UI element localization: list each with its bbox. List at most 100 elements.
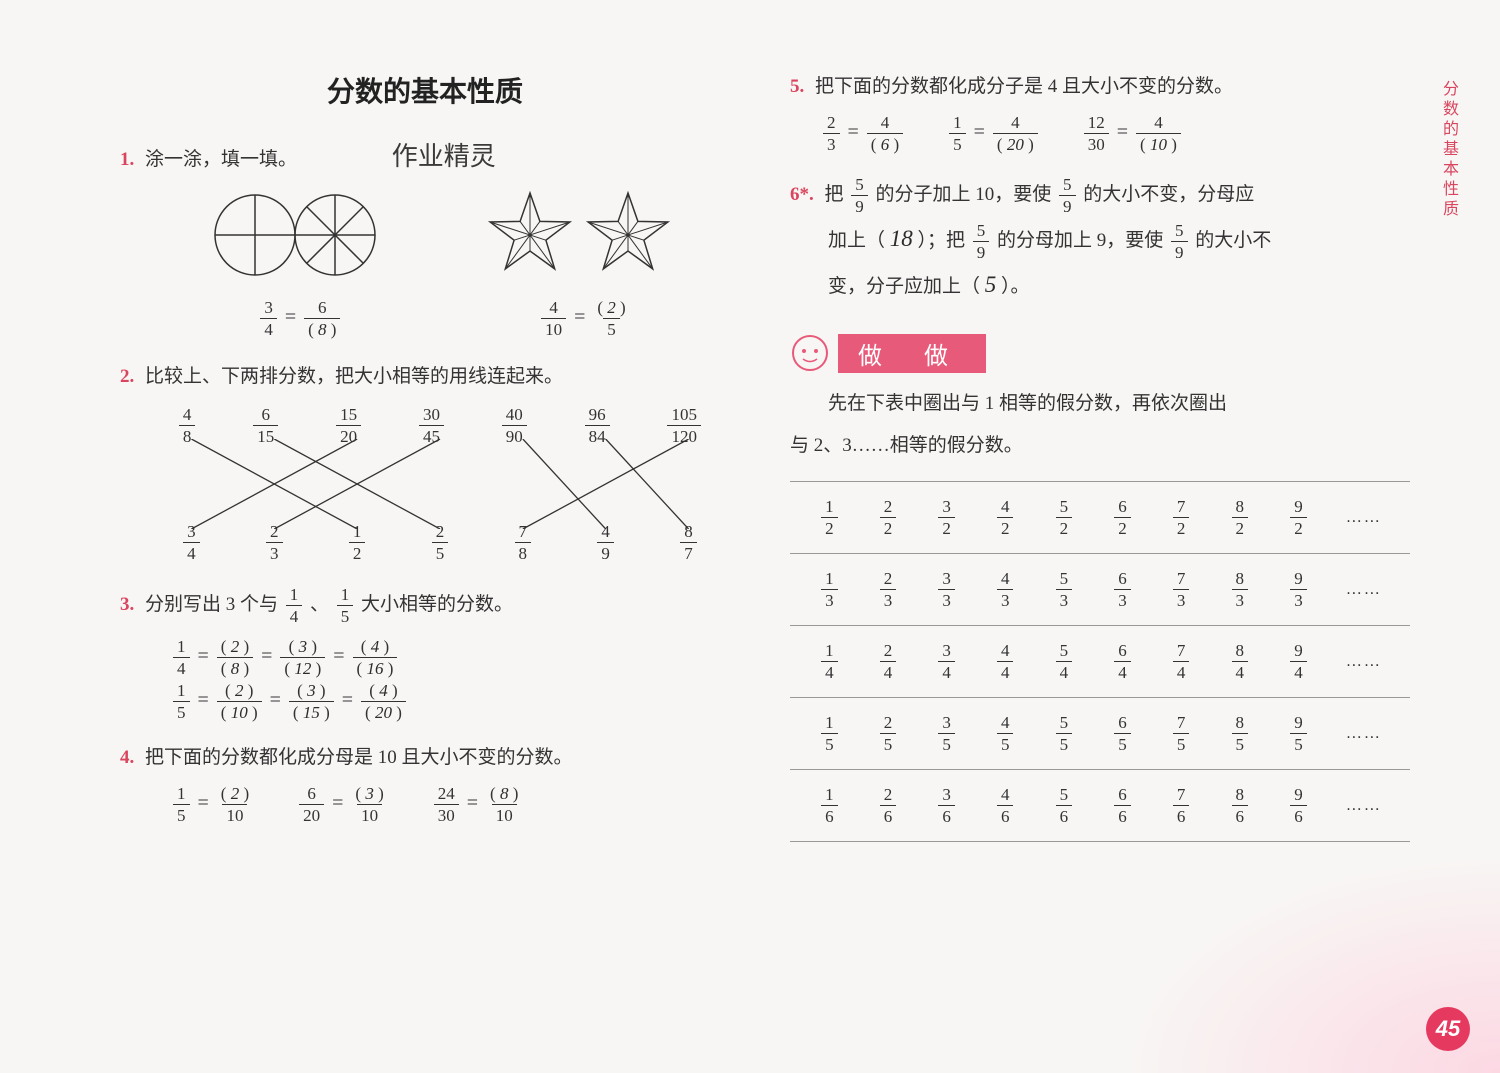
table-frac: 55 — [1053, 712, 1076, 755]
table-frac: 35 — [935, 712, 958, 755]
q6-p2c: 的分母加上 9，要使 — [997, 230, 1163, 251]
table-frac: 45 — [994, 712, 1017, 755]
table-frac: 64 — [1111, 640, 1134, 683]
q2: 2. 比较上、下两排分数，把大小相等的用线连起来。 — [120, 360, 730, 394]
q5: 5. 把下面的分数都化成分子是 4 且大小不变的分数。 — [790, 70, 1410, 104]
q3-f2d: 5 — [337, 605, 354, 627]
q4-text: 把下面的分数都化成分母是 10 且大小不变的分数。 — [145, 747, 573, 768]
table-frac: 36 — [935, 784, 958, 827]
q1: 1. 涂一涂，填一填。 作业精灵 — [120, 140, 730, 177]
table-row: 142434445464748494…… — [790, 626, 1410, 698]
zuozuo-p1: 先在下表中圈出与 1 相等的假分数，再依次圈出 — [790, 387, 1410, 421]
q4: 4. 把下面的分数都化成分母是 10 且大小不变的分数。 — [120, 741, 730, 775]
q1-num: 1. — [120, 149, 134, 170]
table-frac: 26 — [877, 784, 900, 827]
table-frac: 32 — [935, 496, 958, 539]
q6-f2n: 5 — [1059, 174, 1076, 195]
q3-f2n: 1 — [337, 584, 354, 605]
q3-row: 14 = ( 2 )( 8 ) = ( 3 )( 12 ) = ( 4 )( 1… — [170, 635, 730, 679]
table-frac: 24 — [877, 640, 900, 683]
stars-icon — [480, 187, 680, 287]
q2-bot-frac: 23 — [263, 521, 286, 564]
table-frac: 23 — [877, 568, 900, 611]
table-ellipsis: …… — [1346, 581, 1382, 599]
q6-num: 6*. — [790, 184, 814, 205]
table-frac: 33 — [935, 568, 958, 611]
table-ellipsis: …… — [1346, 797, 1382, 815]
q6-p1c: 的大小不变，分母应 — [1083, 184, 1254, 205]
table-row: 122232425262728292…… — [790, 482, 1410, 554]
q2-text: 比较上、下两排分数，把大小相等的用线连起来。 — [145, 366, 563, 387]
table-frac: 96 — [1287, 784, 1310, 827]
q6-p1a: 把 — [825, 184, 844, 205]
q3-f1d: 4 — [286, 605, 303, 627]
q2-num: 2. — [120, 366, 134, 387]
table-frac: 82 — [1229, 496, 1252, 539]
table-frac: 94 — [1287, 640, 1310, 683]
q5-work: 23 = 4( 6 )15 = 4( 20 )1230 = 4( 10 ) — [820, 112, 1410, 155]
zuozuo-header: 做 做 — [790, 333, 1410, 373]
q1a-bnum: 6 — [314, 297, 331, 318]
q6-p3a: 变，分子应加上（ — [828, 276, 980, 297]
table-frac: 73 — [1170, 568, 1193, 611]
q2-match: 486151520304540909684105120 342312257849… — [150, 404, 730, 564]
table-frac: 63 — [1111, 568, 1134, 611]
table-frac: 13 — [818, 568, 841, 611]
table-frac: 42 — [994, 496, 1017, 539]
table-frac: 83 — [1229, 568, 1252, 611]
q5-text: 把下面的分数都化成分子是 4 且大小不变的分数。 — [815, 76, 1233, 97]
q1-eqB: 410 = ( 2 )5 — [538, 297, 633, 340]
q6: 6*. 把 59 的分子加上 10，要使 59 的大小不变，分母应 加上（ 18… — [790, 173, 1410, 309]
watermark-text: 作业精灵 — [392, 142, 496, 171]
q6-f3d: 9 — [973, 241, 990, 263]
q2-bot-frac: 78 — [512, 521, 535, 564]
table-frac: 65 — [1111, 712, 1134, 755]
q1b-den: 10 — [541, 318, 566, 340]
q4-work: 15 = ( 2 )10 620 = ( 3 )10 2430 = ( 8 )10 — [170, 783, 730, 826]
q6-p1b: 的分子加上 10，要使 — [876, 184, 1052, 205]
q2-bot-frac: 87 — [677, 521, 700, 564]
table-frac: 43 — [994, 568, 1017, 611]
q4-num: 4. — [120, 747, 134, 768]
q3-row: 15 = ( 2 )( 10 ) = ( 3 )( 15 ) = ( 4 )( … — [170, 679, 730, 723]
table-ellipsis: …… — [1346, 725, 1382, 743]
q2-bot-frac: 34 — [180, 521, 203, 564]
q3-num: 3. — [120, 594, 134, 615]
table-frac: 84 — [1229, 640, 1252, 683]
table-frac: 14 — [818, 640, 841, 683]
q1a-bden: ( 8 ) — [304, 318, 340, 340]
table-frac: 53 — [1053, 568, 1076, 611]
table-row: 162636465666768696…… — [790, 770, 1410, 842]
q6-f4d: 9 — [1171, 241, 1188, 263]
q6-f1n: 5 — [851, 174, 868, 195]
table-frac: 75 — [1170, 712, 1193, 755]
table-frac: 93 — [1287, 568, 1310, 611]
table-frac: 34 — [935, 640, 958, 683]
table-frac: 76 — [1170, 784, 1193, 827]
q3: 3. 分别写出 3 个与 14 、 15 大小相等的分数。 — [120, 584, 730, 627]
table-frac: 62 — [1111, 496, 1134, 539]
page-title: 分数的基本性质 — [120, 70, 730, 110]
table-frac: 74 — [1170, 640, 1193, 683]
q6-ans2: 5 — [985, 272, 997, 297]
right-column: 5. 把下面的分数都化成分子是 4 且大小不变的分数。 23 = 4( 6 )1… — [790, 70, 1410, 842]
table-frac: 72 — [1170, 496, 1193, 539]
zuozuo-label: 做 做 — [838, 334, 986, 373]
q2-bot-frac: 12 — [346, 521, 369, 564]
q6-p2a: 加上（ — [828, 230, 885, 251]
table-ellipsis: …… — [1346, 653, 1382, 671]
table-frac: 44 — [994, 640, 1017, 683]
table-frac: 52 — [1053, 496, 1076, 539]
q4-item: 15 = ( 2 )10 — [170, 783, 256, 826]
q4-item: 620 = ( 3 )10 — [296, 783, 391, 826]
q6-p2d: 的大小不 — [1195, 230, 1271, 251]
q4-item: 2430 = ( 8 )10 — [431, 783, 526, 826]
table-frac: 56 — [1053, 784, 1076, 827]
q1a-num: 3 — [260, 297, 277, 318]
q6-f3n: 5 — [973, 220, 990, 241]
q6-p3b: ）。 — [1001, 276, 1030, 297]
page-container: 分数的基本性质 1. 涂一涂，填一填。 作业精灵 — [120, 70, 1450, 842]
q6-f4n: 5 — [1171, 220, 1188, 241]
table-row: 152535455565758595…… — [790, 698, 1410, 770]
q5-item: 15 = 4( 20 ) — [946, 112, 1041, 155]
